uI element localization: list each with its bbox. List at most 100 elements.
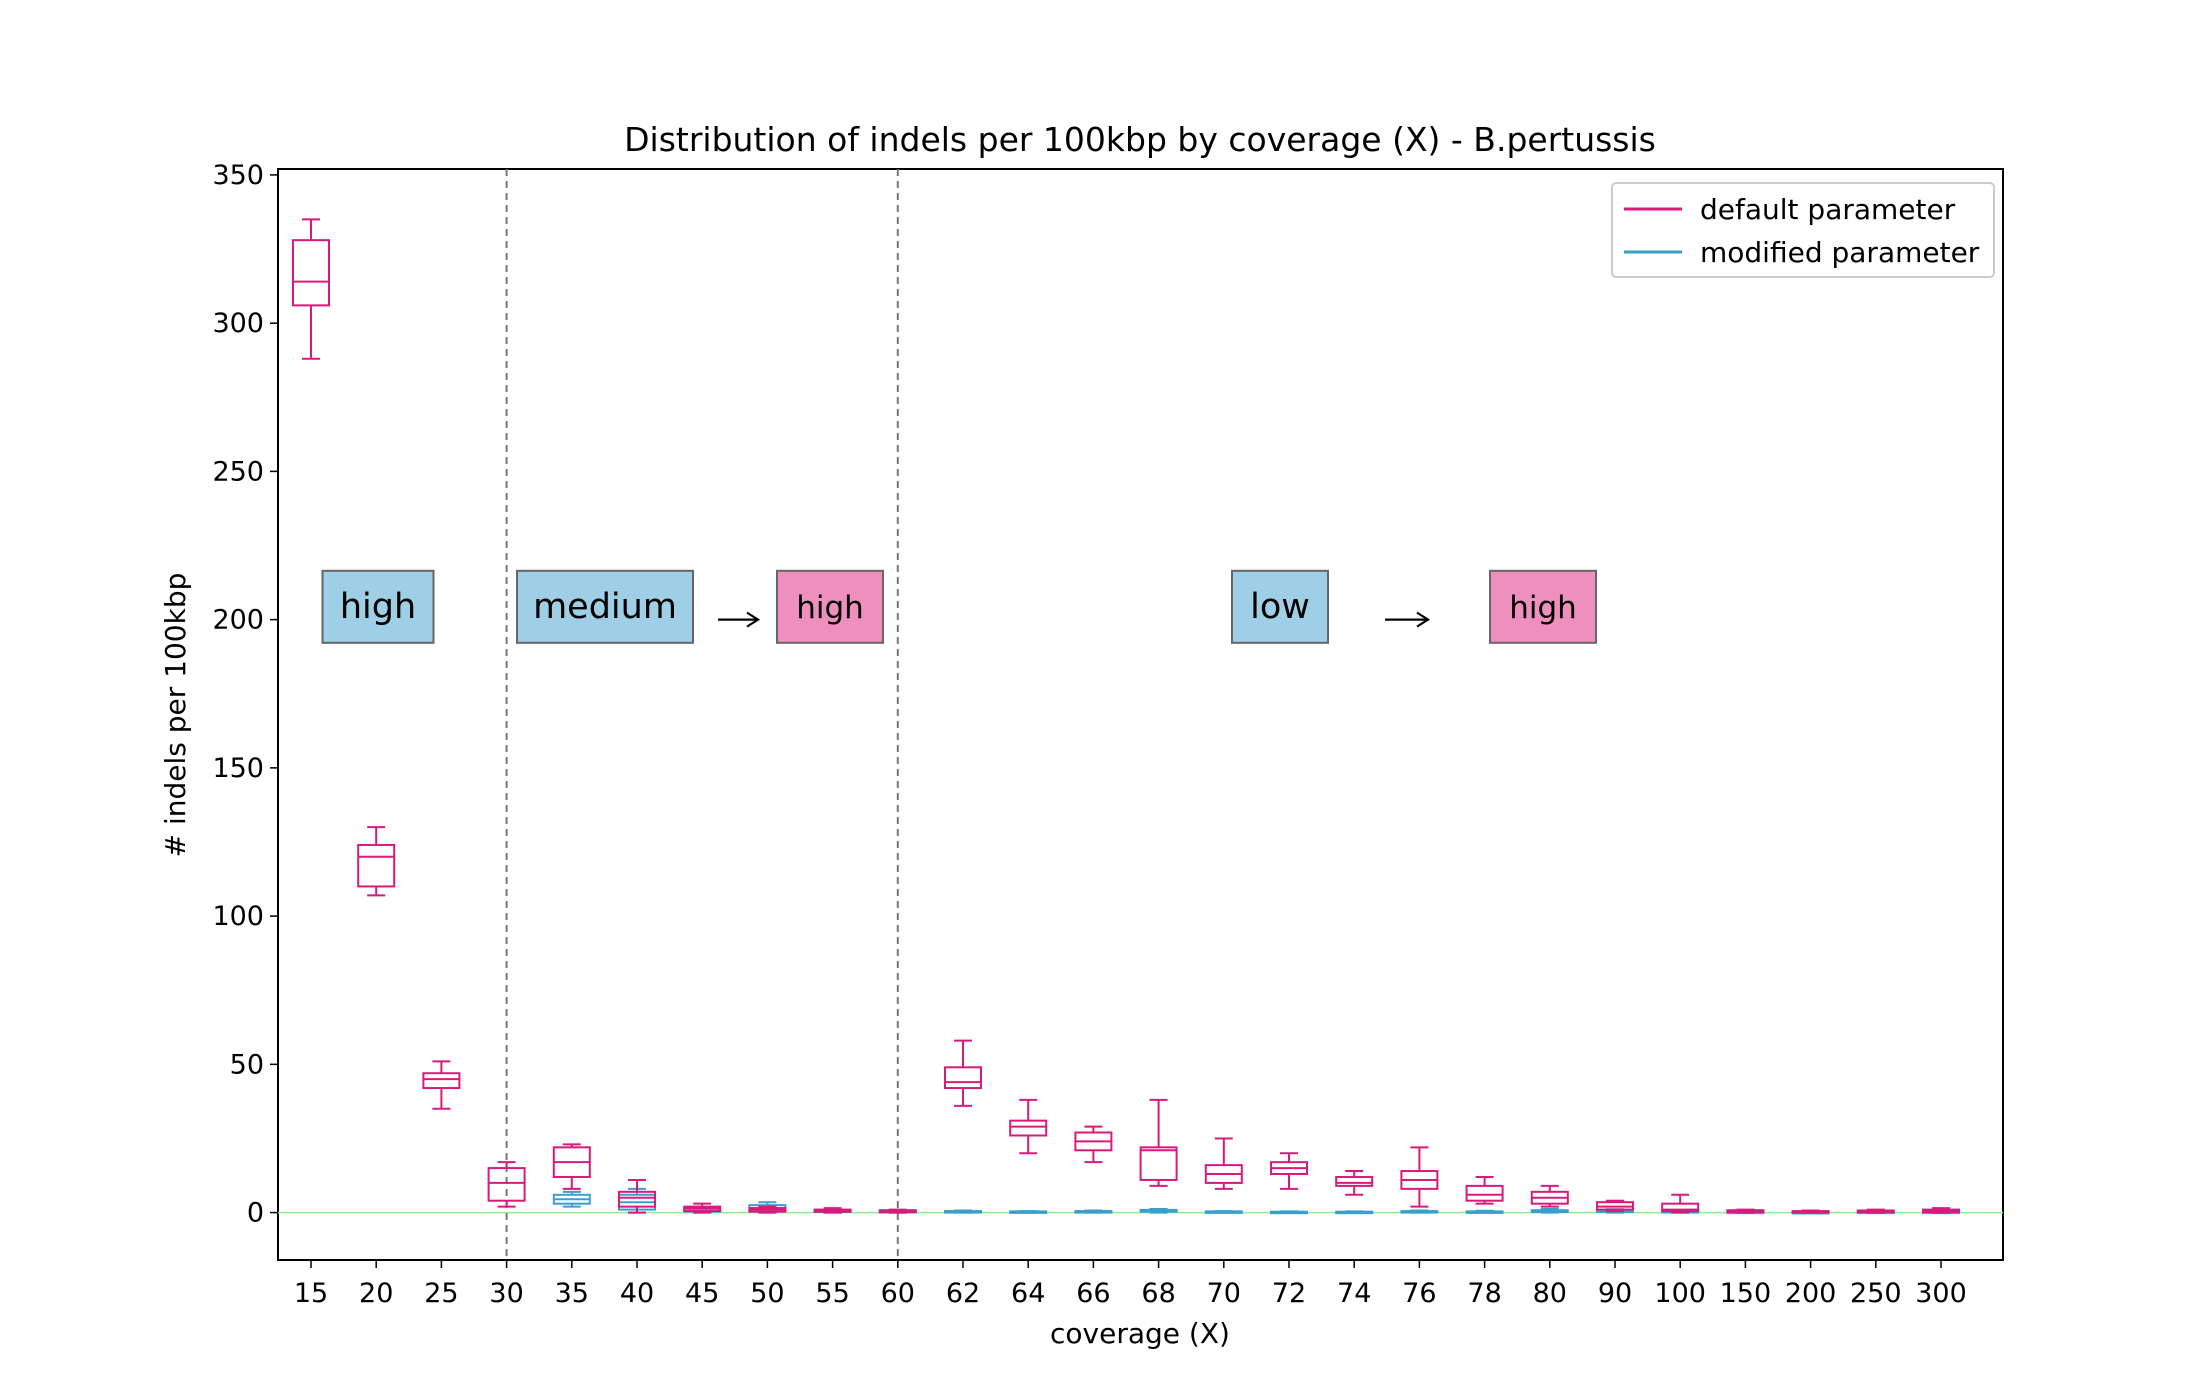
x-tick-label: 30	[489, 1278, 523, 1309]
annotation-high: high	[1489, 569, 1597, 644]
modified-parameter-box	[1009, 1210, 1048, 1214]
default-parameter-box	[1204, 1137, 1243, 1190]
box-iqr	[292, 239, 330, 307]
default-parameter-box	[1465, 1175, 1504, 1205]
default-parameter-box	[813, 1207, 852, 1214]
legend-label: default parameter	[1700, 193, 1956, 226]
x-tick-label: 78	[1467, 1278, 1501, 1309]
default-parameter-box	[1922, 1207, 1960, 1214]
legend: default parameter modified parameter	[1611, 182, 1995, 278]
modified-parameter-box	[1270, 1210, 1308, 1215]
x-tick-label: 45	[685, 1278, 719, 1309]
plot-area: 0 50 100 150 200 250 300 350 15 20 25 30 35 40 45 50 55 6…	[212, 160, 2004, 1309]
default-parameter-box	[1074, 1125, 1113, 1164]
x-tick-label: 72	[1272, 1278, 1306, 1309]
annotation-arrow	[718, 611, 761, 628]
default-parameter-box	[1530, 1184, 1569, 1208]
annotation-arrow	[1385, 611, 1431, 628]
chart-title: Distribution of indels per 100kbp by cov…	[624, 120, 1656, 159]
x-tick-label: 70	[1207, 1278, 1241, 1309]
default-parameter-box	[748, 1205, 787, 1214]
default-parameter-box	[1856, 1208, 1895, 1214]
x-tick-label: 64	[1011, 1278, 1045, 1309]
box-iqr	[618, 1190, 656, 1208]
modified-parameter-box	[1400, 1209, 1439, 1214]
x-tick-label: 62	[946, 1278, 980, 1309]
modified-parameter-box	[1335, 1210, 1374, 1215]
default-parameter-box	[1009, 1098, 1048, 1155]
x-tick-label: 40	[620, 1278, 654, 1309]
y-tick-label: 0	[247, 1198, 264, 1229]
box-iqr	[487, 1167, 526, 1202]
default-parameter-box	[944, 1039, 982, 1107]
box-iqr	[1335, 1175, 1374, 1187]
x-tick-label: 250	[1850, 1278, 1902, 1309]
box-iqr	[944, 1066, 982, 1090]
x-tick-label: 150	[1720, 1278, 1772, 1309]
default-parameter-box	[1335, 1170, 1374, 1196]
modified-parameter-box	[1530, 1208, 1569, 1214]
x-tick-label: 68	[1141, 1278, 1175, 1309]
x-tick-label: 80	[1533, 1278, 1567, 1309]
modified-parameter-box	[1074, 1209, 1113, 1214]
x-tick-label: 60	[881, 1278, 915, 1309]
y-tick-label: 200	[212, 605, 264, 636]
y-tick-label: 150	[212, 753, 264, 784]
default-parameter-box	[683, 1202, 722, 1214]
box-iqr	[1661, 1202, 1700, 1213]
x-axis-title: coverage (X)	[1050, 1317, 1230, 1350]
x-tick-label: 50	[750, 1278, 784, 1309]
arrow-head	[1416, 611, 1431, 628]
box-iqr	[422, 1072, 461, 1090]
annotation-box	[516, 569, 694, 644]
x-tick-label: 35	[555, 1278, 589, 1309]
y-axis-title: # indels per 100kbp	[159, 573, 192, 858]
y-tick-label: 300	[212, 308, 264, 339]
default-parameter-box	[1726, 1208, 1765, 1214]
annotation-label: high	[1509, 590, 1577, 626]
annotation-high: high	[321, 569, 435, 644]
annotation-label: low	[1250, 587, 1310, 627]
y-tick-label: 350	[212, 160, 264, 191]
box-iqr	[357, 843, 396, 888]
default-parameter-box	[1596, 1199, 1634, 1213]
default-parameter-box	[1270, 1152, 1308, 1190]
default-parameter-box	[1139, 1098, 1178, 1187]
annotation-box	[776, 569, 884, 644]
modified-parameter-box	[1204, 1210, 1243, 1214]
legend-item: modified parameter	[1624, 236, 1980, 269]
x-tick-label: 300	[1915, 1278, 1967, 1309]
x-tick-label: 90	[1598, 1278, 1632, 1309]
x-tick-label: 100	[1654, 1278, 1706, 1309]
default-parameter-box	[552, 1143, 591, 1190]
box-iqr	[1009, 1119, 1048, 1137]
modified-parameter-box	[944, 1209, 982, 1214]
x-tick-label: 76	[1402, 1278, 1436, 1309]
modified-parameter-box	[552, 1190, 591, 1208]
annotation-box	[321, 569, 435, 644]
plot-frame	[277, 168, 2004, 1261]
default-parameter-box	[1400, 1146, 1439, 1208]
default-parameter-box	[487, 1161, 526, 1208]
annotation-label: medium	[533, 587, 677, 627]
modified-parameter-box	[1465, 1209, 1504, 1214]
annotation-box	[1489, 569, 1597, 644]
x-tick-label: 25	[424, 1278, 458, 1309]
box-iqr	[1139, 1146, 1178, 1181]
modified-parameter-box	[1139, 1208, 1178, 1214]
x-tick-label: 66	[1076, 1278, 1110, 1309]
y-tick-label: 250	[212, 456, 264, 487]
x-tick-label: 200	[1785, 1278, 1837, 1309]
annotation-low: low	[1231, 569, 1329, 644]
box-iqr	[1465, 1184, 1504, 1202]
y-tick-label: 100	[212, 901, 264, 932]
default-parameter-box	[357, 826, 396, 897]
x-tick-label: 20	[359, 1278, 393, 1309]
annotation-high: high	[776, 569, 884, 644]
x-tick-label: 55	[815, 1278, 849, 1309]
default-parameter-box	[878, 1208, 917, 1214]
legend-label: modified parameter	[1700, 236, 1980, 269]
default-parameter-box	[292, 218, 330, 360]
default-parameter-box	[618, 1178, 656, 1214]
